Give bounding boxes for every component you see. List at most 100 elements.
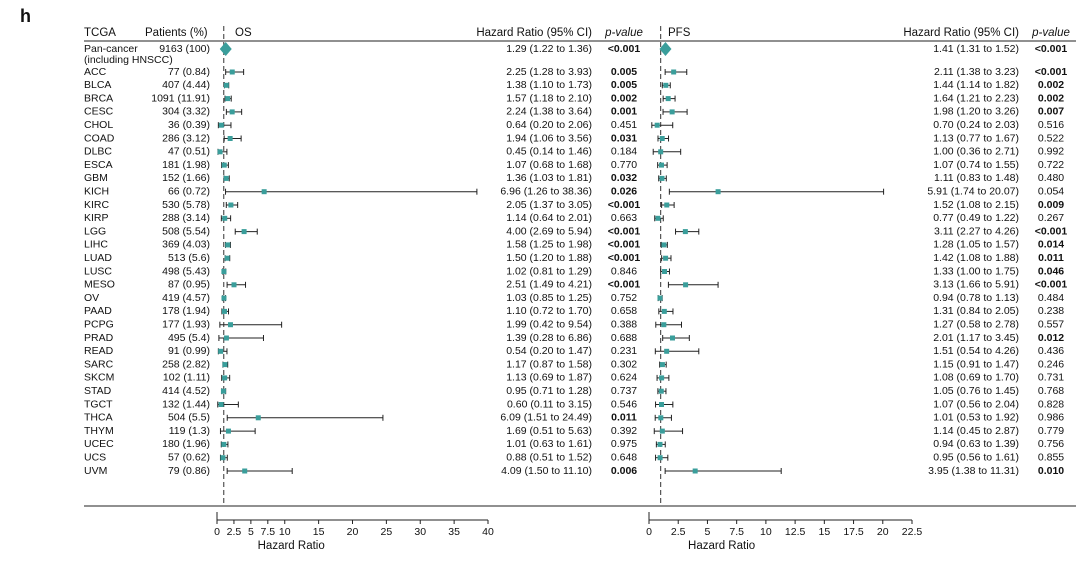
ci-label: 0.45 (0.14 to 1.46) <box>506 146 592 158</box>
p-value: 0.054 <box>1038 185 1064 197</box>
ci-label: 1.00 (0.36 to 2.71) <box>933 146 1019 158</box>
ci-label: 1.38 (1.10 to 1.73) <box>506 79 592 91</box>
patients: 36 (0.39) <box>168 119 210 131</box>
cancer-subname: (including HNSCC) <box>84 54 173 66</box>
hr-point <box>661 242 667 248</box>
p-value: 0.005 <box>611 79 637 91</box>
ci-label: 1.42 (1.08 to 1.88) <box>933 252 1019 264</box>
hr-point <box>221 441 227 447</box>
x-tick-label: 20 <box>877 526 889 538</box>
hr-point <box>218 402 224 407</box>
ci-label: 1.57 (1.18 to 2.10) <box>506 92 592 104</box>
cancer-name: UCEC <box>84 438 114 450</box>
panel-title: PFS <box>668 27 691 39</box>
p-header: p-value <box>604 27 643 39</box>
x-axis-title: Hazard Ratio <box>688 540 755 552</box>
ci-label: 1.15 (0.91 to 1.47) <box>933 358 1019 370</box>
patients: 47 (0.51) <box>168 146 210 158</box>
cancer-name: PCPG <box>84 318 114 330</box>
ci-label: 1.01 (0.63 to 1.61) <box>506 438 592 450</box>
ci-label: 1.17 (0.87 to 1.58) <box>506 358 592 370</box>
p-value: 0.779 <box>1038 425 1064 437</box>
hr-point <box>663 255 669 261</box>
ci-label: 1.13 (0.77 to 1.67) <box>933 132 1019 144</box>
hr-point <box>225 242 231 248</box>
patients: 498 (5.43) <box>162 265 210 277</box>
x-tick-label: 12.5 <box>785 526 806 538</box>
p-value: 0.002 <box>1038 92 1064 104</box>
cancer-name: DLBC <box>84 146 112 158</box>
hr-point <box>657 295 663 301</box>
patients: 77 (0.84) <box>168 66 210 78</box>
patients: 66 (0.72) <box>168 185 210 197</box>
panel-label: h <box>20 6 31 26</box>
ci-label: 0.95 (0.56 to 1.61) <box>933 451 1019 463</box>
header-patients: Patients (%) <box>145 27 208 39</box>
cancer-name: ACC <box>84 66 107 78</box>
patients: 286 (3.12) <box>162 132 210 144</box>
x-tick-label: 7.5 <box>729 526 744 538</box>
p-value: 0.302 <box>611 358 637 370</box>
patients: 288 (3.14) <box>162 212 210 224</box>
hr-point <box>664 202 670 208</box>
hr-point <box>692 468 698 474</box>
hr-point <box>221 162 227 168</box>
p-value: 0.001 <box>611 106 637 118</box>
ci-label: 3.13 (1.66 to 5.91) <box>933 279 1019 291</box>
ci-label: 0.77 (0.49 to 1.22) <box>933 212 1019 224</box>
patients: 177 (1.93) <box>162 318 210 330</box>
patients: 9163 (100) <box>159 43 210 55</box>
hr-point <box>218 348 224 354</box>
ci-label: 0.95 (0.71 to 1.28) <box>506 385 592 397</box>
hr-point <box>231 282 237 288</box>
p-value: 0.480 <box>1038 172 1064 184</box>
ci-label: 0.94 (0.63 to 1.39) <box>933 438 1019 450</box>
p-value: <0.001 <box>608 199 641 211</box>
cancer-name: BLCA <box>84 79 111 91</box>
ci-label: 2.51 (1.49 to 4.21) <box>506 279 592 291</box>
ci-header: Hazard Ratio (95% CI) <box>476 27 592 39</box>
p-value: 0.546 <box>611 398 637 410</box>
hr-point <box>242 468 248 474</box>
ci-label: 3.11 (2.27 to 4.26) <box>934 225 1019 237</box>
p-value: 0.768 <box>1038 385 1064 397</box>
ci-label: 5.91 (1.74 to 20.07) <box>927 185 1019 197</box>
ci-label: 1.05 (0.76 to 1.45) <box>933 385 1019 397</box>
p-value: 0.992 <box>1038 146 1064 158</box>
ci-label: 4.09 (1.50 to 11.10) <box>501 465 592 477</box>
p-value: 0.007 <box>1038 106 1064 118</box>
hr-point <box>661 308 667 314</box>
hr-point <box>221 295 227 301</box>
x-tick-label: 7.5 <box>261 526 276 538</box>
p-value: 0.737 <box>611 385 637 397</box>
p-value: 0.267 <box>1038 212 1064 224</box>
cancer-name: Pan-cancer <box>84 43 138 55</box>
p-value: 0.032 <box>611 172 637 184</box>
p-value: 0.855 <box>1038 451 1064 463</box>
ci-label: 1.52 (1.08 to 2.15) <box>933 199 1019 211</box>
p-value: <0.001 <box>1035 43 1068 55</box>
p-value: 0.557 <box>1038 318 1064 330</box>
hr-point <box>662 269 668 274</box>
x-tick-label: 2.5 <box>671 526 686 538</box>
hr-point <box>220 455 226 461</box>
ci-label: 1.14 (0.64 to 2.01) <box>506 212 592 224</box>
patients: 132 (1.44) <box>162 398 210 410</box>
x-tick-label: 25 <box>381 526 393 538</box>
p-value: 0.688 <box>611 332 637 344</box>
cancer-name: LGG <box>84 225 106 237</box>
patients: 504 (5.5) <box>168 412 210 424</box>
patients: 181 (1.98) <box>162 159 210 171</box>
cancer-name: READ <box>84 345 114 357</box>
hr-point <box>661 322 667 328</box>
p-value: <0.001 <box>608 43 641 55</box>
x-tick-label: 15 <box>818 526 830 538</box>
ci-label: 1.39 (0.28 to 6.86) <box>506 332 592 344</box>
hr-point <box>664 348 670 354</box>
p-value: 0.436 <box>1038 345 1064 357</box>
patients: 508 (5.54) <box>162 225 210 237</box>
cancer-name: LIHC <box>84 239 108 251</box>
hr-point <box>683 282 689 288</box>
p-value: 0.011 <box>611 412 637 424</box>
